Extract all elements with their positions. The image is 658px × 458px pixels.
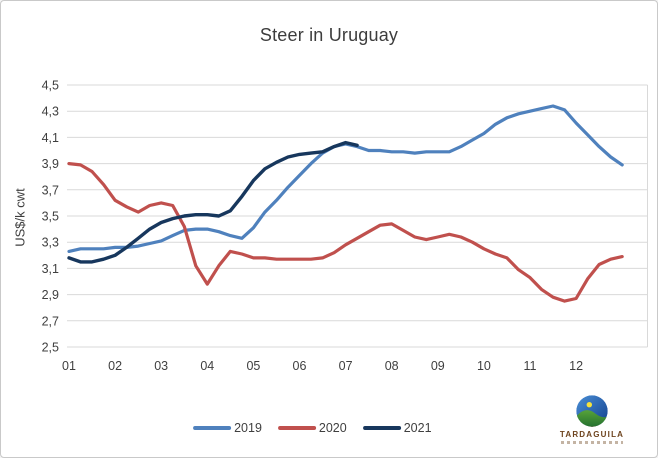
y-tick-label: 3,3	[42, 236, 59, 250]
y-tick-label: 3,1	[42, 262, 59, 276]
x-tick-label: 01	[62, 359, 76, 373]
x-tick-label: 03	[154, 359, 168, 373]
tardaguila-logo: TARDAGUILA	[549, 393, 635, 444]
logo-brand-text: TARDAGUILA	[559, 430, 625, 439]
y-tick-label: 2,5	[42, 341, 59, 355]
legend-swatch-2019	[193, 426, 232, 430]
legend-swatch-2021	[362, 426, 401, 430]
y-tick-label: 3,9	[42, 157, 59, 171]
logo-subtext-dots	[561, 440, 623, 444]
x-tick-label: 12	[569, 359, 583, 373]
legend-item-2020: 2020	[277, 421, 347, 435]
legend-label-2019: 2019	[234, 421, 262, 435]
x-tick-label: 05	[246, 359, 260, 373]
series-line-2020	[67, 162, 624, 303]
x-tick-label: 08	[385, 359, 399, 373]
series-line-2021	[67, 140, 359, 264]
y-tick-label: 4,5	[42, 79, 59, 93]
legend-item-2019: 2019	[193, 421, 262, 435]
chart-title: Steer in Uruguay	[259, 25, 399, 45]
x-tick-label: 10	[477, 359, 491, 373]
legend-swatch-2020	[277, 426, 316, 430]
y-tick-label: 2,7	[42, 314, 59, 328]
x-tick-label: 02	[108, 359, 122, 373]
chart-legend: 2019 2020 2021	[193, 421, 432, 435]
x-tick-label: 09	[431, 359, 445, 373]
logo-globe-icon	[576, 395, 608, 427]
x-tick-label: 06	[293, 359, 307, 373]
legend-label-2021: 2021	[403, 421, 432, 435]
x-tick-label: 11	[524, 359, 537, 373]
y-tick-label: 4,3	[42, 105, 59, 119]
x-tick-label: 07	[339, 359, 353, 373]
x-tick-label: 04	[200, 359, 214, 373]
y-tick-label: 4,1	[42, 131, 59, 145]
y-tick-label: 3,7	[42, 183, 59, 197]
legend-label-2020: 2020	[318, 421, 347, 435]
y-tick-label: 3,5	[42, 210, 59, 224]
y-tick-label: 2,9	[42, 288, 59, 302]
legend-item-2021: 2021	[362, 421, 432, 435]
